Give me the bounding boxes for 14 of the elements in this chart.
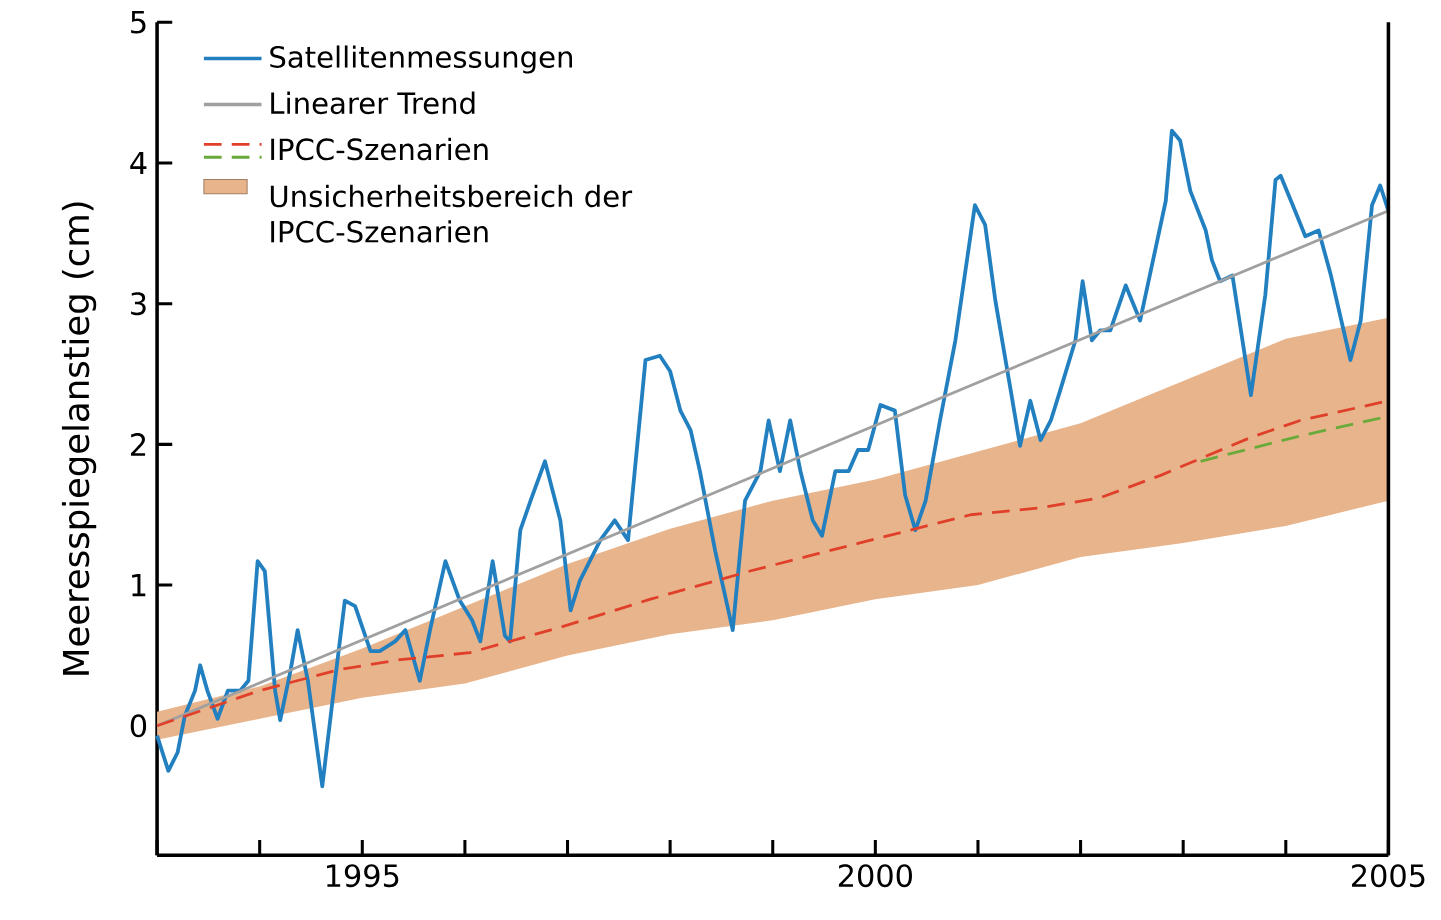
legend-label: Unsicherheitsbereich der IPCC-Szenarien	[270, 184, 633, 243]
y-tick-label: 3	[131, 292, 146, 316]
x-tick-label: 1995	[326, 864, 399, 888]
y-tick-label: 5	[131, 10, 146, 34]
legend-label: Linearer Trend	[271, 91, 475, 115]
y-tick-label: 0	[130, 714, 147, 738]
legend-label: IPCC-Szenarien	[271, 137, 488, 161]
y-tick-label: 1	[132, 573, 146, 597]
y-tick-label: 2	[131, 433, 146, 456]
x-tick-label: 2000	[838, 864, 912, 888]
legend-label: Satellitenmessungen	[270, 45, 573, 74]
y-tick-label: 4	[130, 151, 147, 175]
y-axis-title: Meeresspiegelanstieg (cm)	[61, 202, 97, 675]
x-tick-label: 2005	[1351, 864, 1425, 888]
